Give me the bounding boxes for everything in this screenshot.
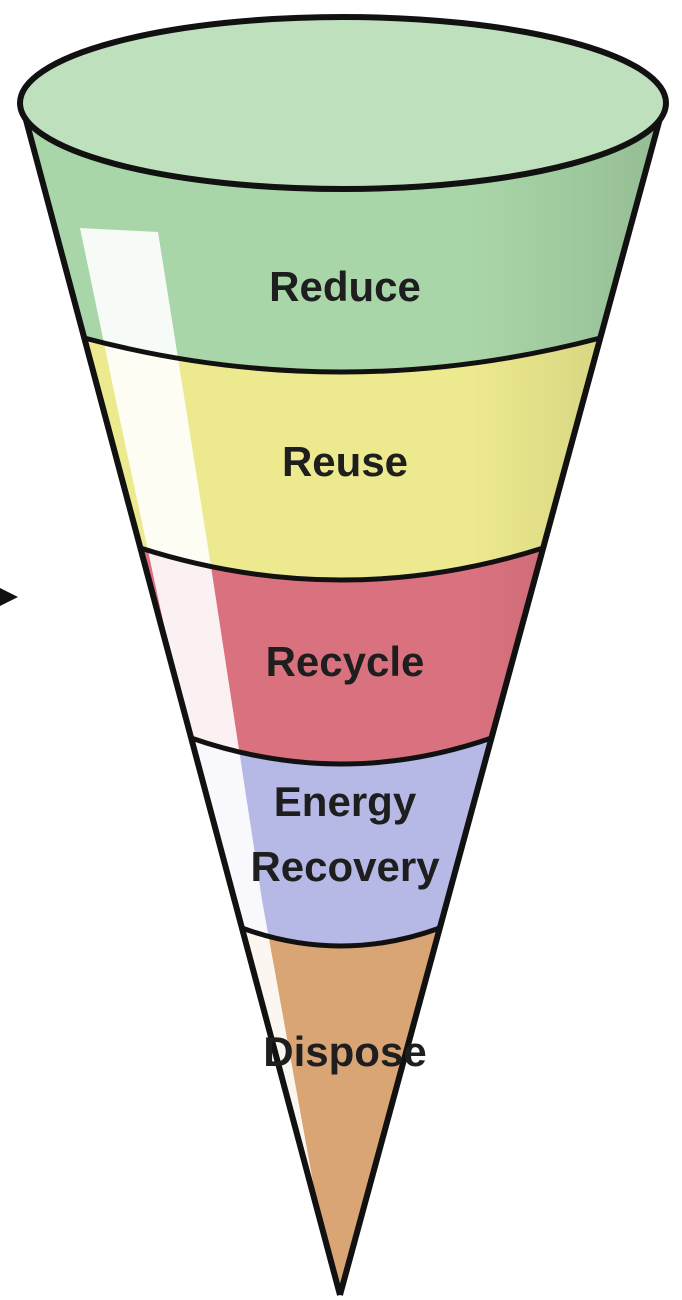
layer-label: Dispose <box>263 1028 426 1075</box>
layer-label: Energy <box>274 778 417 825</box>
layer-label: Recovery <box>250 843 440 890</box>
arrow-tip <box>0 588 18 606</box>
layer-label: Reuse <box>282 438 408 485</box>
page: ReduceReuseRecycleEnergyRecoveryDispose … <box>0 0 682 1300</box>
diagram: Reduce Reuse Recycle Energy Recovery Dispose <box>0 0 682 1300</box>
layer-label: Recycle <box>266 638 425 685</box>
layer-label: Reduce <box>269 263 421 310</box>
cone-top <box>20 17 666 189</box>
